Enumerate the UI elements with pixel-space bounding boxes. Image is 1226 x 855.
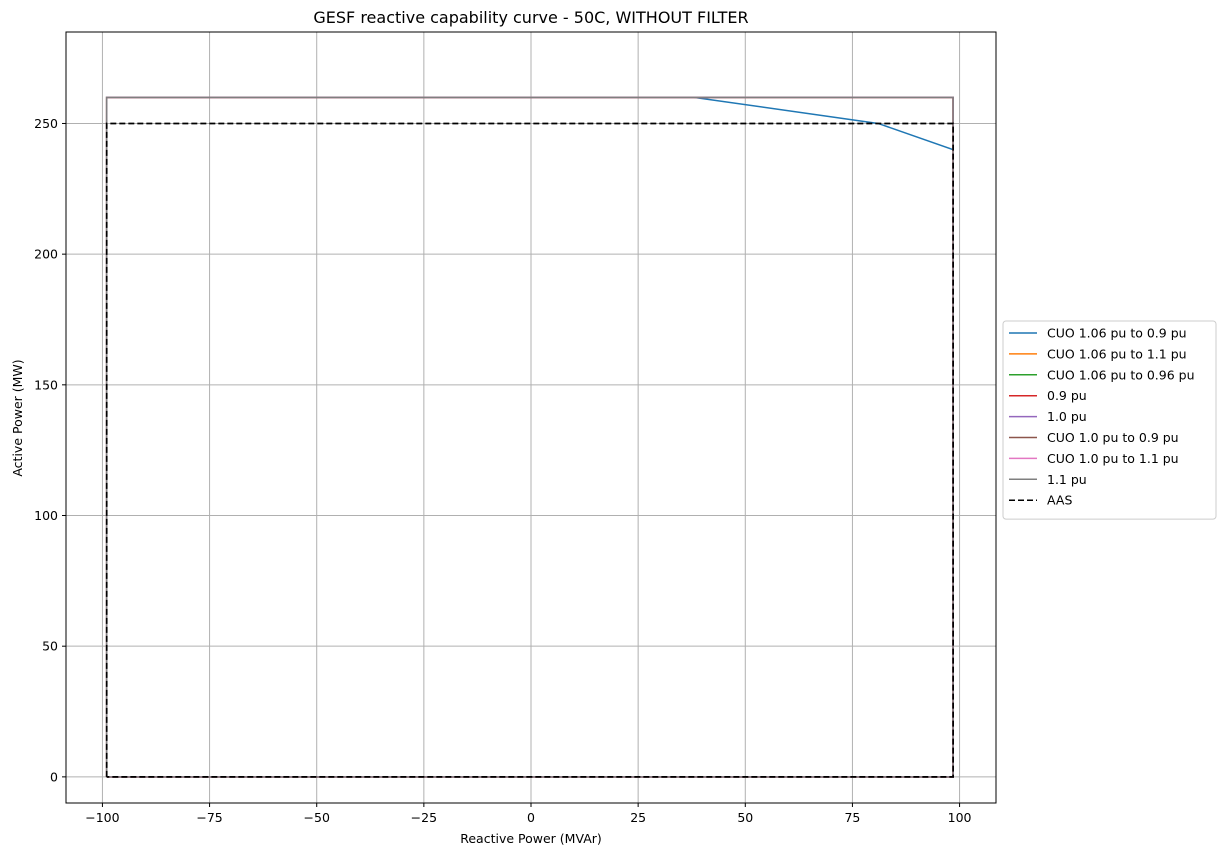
y-tick-label-5: 250 [34, 116, 58, 131]
x-tick-label-3: −25 [411, 810, 437, 825]
y-axis: 0 50 100 150 200 250 [34, 116, 66, 784]
y-tick-label-3: 150 [34, 377, 58, 392]
x-tick-label-6: 50 [737, 810, 753, 825]
legend-frame [1002, 320, 1217, 520]
legend-label-3: 0.9 pu [1047, 388, 1087, 403]
y-axis-label: Active Power (MW) [10, 359, 25, 476]
legend-label-1: CUO 1.06 pu to 1.1 pu [1047, 346, 1187, 361]
y-tick-label-0: 0 [50, 769, 58, 784]
x-tick-label-0: −100 [85, 810, 119, 825]
series-layer [105, 96, 954, 778]
legend-label-4: 1.0 pu [1047, 409, 1087, 424]
y-tick-label-4: 200 [34, 247, 58, 262]
x-tick-label-4: 0 [527, 810, 535, 825]
x-tick-label-8: 100 [948, 810, 972, 825]
series-line-8 [105, 122, 954, 778]
x-axis: −100 −75 −50 −25 0 25 50 75 100 [85, 803, 972, 825]
legend-label-6: CUO 1.0 pu to 1.1 pu [1047, 451, 1179, 466]
x-tick-label-1: −75 [196, 810, 222, 825]
chart-title: GESF reactive capability curve - 50C, WI… [313, 8, 748, 27]
x-tick-label-5: 25 [630, 810, 646, 825]
x-axis-label: Reactive Power (MVAr) [460, 831, 602, 846]
legend: CUO 1.06 pu to 0.9 pu CUO 1.06 pu to 1.1 … [1002, 320, 1217, 520]
legend-label-8: AAS [1047, 493, 1072, 508]
legend-label-7: 1.1 pu [1047, 472, 1087, 487]
legend-label-5: CUO 1.0 pu to 0.9 pu [1047, 430, 1179, 445]
legend-label-2: CUO 1.06 pu to 0.96 pu [1047, 367, 1195, 382]
x-tick-label-2: −50 [304, 810, 330, 825]
x-tick-label-7: 75 [844, 810, 860, 825]
legend-label-0: CUO 1.06 pu to 0.9 pu [1047, 326, 1187, 341]
y-tick-label-2: 100 [34, 508, 58, 523]
y-tick-label-1: 50 [42, 639, 58, 654]
